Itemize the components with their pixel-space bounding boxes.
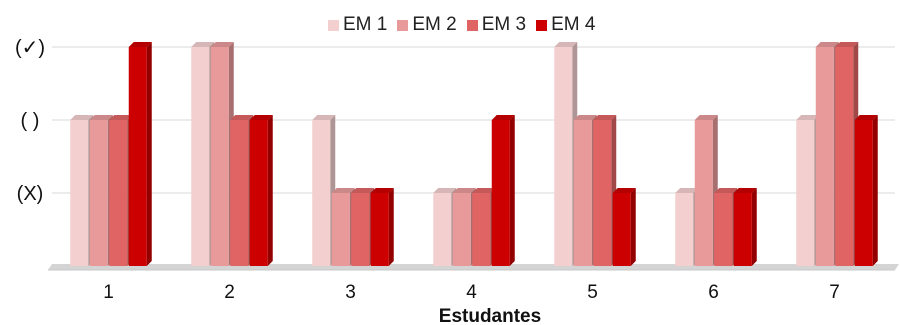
y-tick-label: (X) <box>17 183 44 205</box>
y-tick-label: ( ) <box>21 110 40 132</box>
bar <box>370 188 394 266</box>
gridlines <box>52 46 895 194</box>
x-tick-label: 3 <box>345 282 356 303</box>
legend-swatch <box>397 19 409 31</box>
x-axis-title: Estudantes <box>439 306 541 325</box>
legend-swatch <box>328 19 339 31</box>
y-axis-labels: (X) ( ) (✓) <box>15 37 45 205</box>
legend-item: EM 2 <box>397 14 457 36</box>
bars <box>70 42 878 266</box>
x-tick-label: 7 <box>829 282 840 303</box>
chart-legend: EM 1 EM 2 EM 3 EM 4 <box>328 12 595 38</box>
x-tick-label: 6 <box>708 282 719 303</box>
bar <box>312 115 336 266</box>
legend-label: EM 1 <box>343 14 388 35</box>
bar <box>491 115 515 266</box>
legend-label: EM 3 <box>481 14 527 35</box>
bar <box>128 42 152 266</box>
bar <box>733 188 757 266</box>
legend-item: EM 1 <box>328 14 387 36</box>
x-tick-label: 1 <box>103 282 114 303</box>
legend-swatch <box>536 19 548 31</box>
x-tick-label: 4 <box>466 282 477 303</box>
legend-item: EM 3 <box>466 14 527 36</box>
legend-label: EM 2 <box>412 14 457 35</box>
x-tick-label: 2 <box>224 282 235 303</box>
x-axis-labels: 1 2 3 4 5 6 7 <box>103 282 840 303</box>
x-tick-label: 5 <box>587 282 598 303</box>
bar <box>612 188 636 266</box>
legend-swatch <box>466 19 478 31</box>
bar <box>854 115 878 266</box>
bar <box>249 115 273 266</box>
legend-label: EM 4 <box>551 14 596 35</box>
legend-item: EM 4 <box>536 14 595 36</box>
y-tick-label: (✓) <box>15 37 45 59</box>
